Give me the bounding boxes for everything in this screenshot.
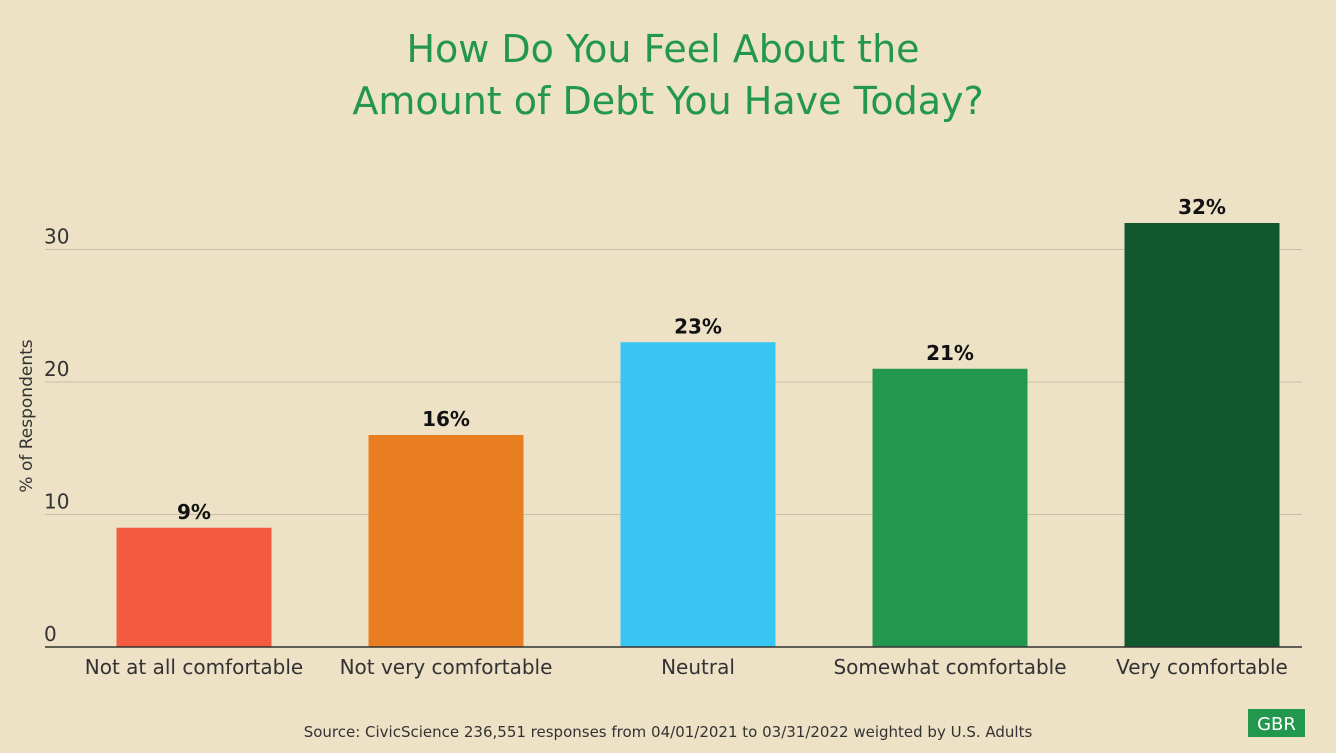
x-category-label: Not at all comfortable xyxy=(85,655,303,679)
gbr-logo: GBR xyxy=(1248,709,1305,737)
bar xyxy=(620,342,776,647)
chart-title-line-1: How Do You Feel About the xyxy=(406,27,919,71)
value-labels: 9% 16% 23% 21% 32% xyxy=(177,195,1226,524)
bar-value-label: 9% xyxy=(177,500,211,524)
y-tick-label: 20 xyxy=(44,357,69,381)
bar-value-label: 23% xyxy=(674,314,722,338)
x-category-label: Neutral xyxy=(661,655,735,679)
gbr-logo-text: GBR xyxy=(1257,714,1296,735)
gbr-logo-badge xyxy=(1248,709,1305,737)
x-axis-category-labels: Not at all comfortable Not very comfortab… xyxy=(85,655,1288,679)
source-note: Source: CivicScience 236,551 responses f… xyxy=(304,723,1033,741)
bar-value-label: 32% xyxy=(1178,195,1226,219)
chart-title: How Do You Feel About the Amount of Debt… xyxy=(352,27,983,123)
x-category-label: Not very comfortable xyxy=(340,655,553,679)
x-category-label: Somewhat comfortable xyxy=(833,655,1066,679)
bars xyxy=(116,223,1280,647)
y-tick-label: 0 xyxy=(44,622,57,646)
bar xyxy=(368,435,524,647)
bar-value-label: 16% xyxy=(422,407,470,431)
y-axis-ticks: 0 10 20 30 xyxy=(44,225,69,647)
y-tick-label: 30 xyxy=(44,225,69,249)
y-tick-label: 10 xyxy=(44,490,69,514)
bar-value-label: 21% xyxy=(926,341,974,365)
chart-title-line-2: Amount of Debt You Have Today? xyxy=(352,79,983,123)
bar xyxy=(116,527,272,647)
bar xyxy=(872,368,1028,647)
x-category-label: Very comfortable xyxy=(1116,655,1288,679)
y-axis-title: % of Respondents xyxy=(17,339,37,492)
bar xyxy=(1124,223,1280,647)
